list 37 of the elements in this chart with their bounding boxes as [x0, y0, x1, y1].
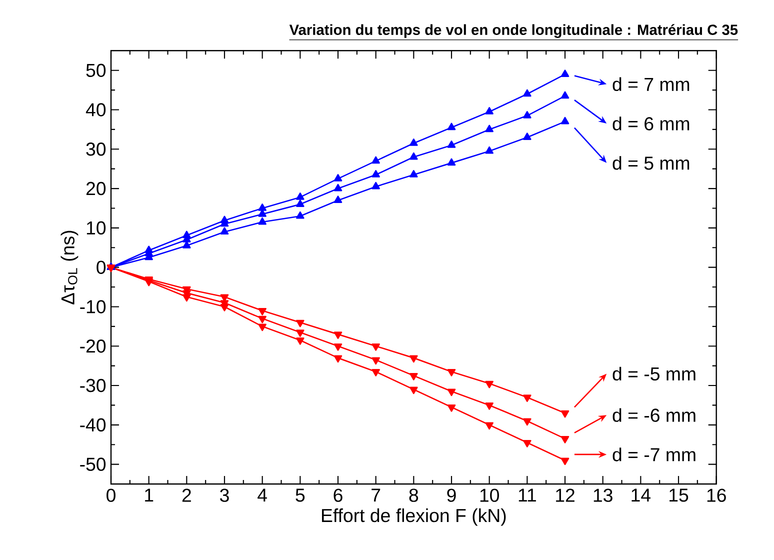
x-tick-label: 10	[480, 488, 499, 502]
x-tick-label: 3	[220, 488, 229, 502]
x-tick-label: 7	[372, 488, 380, 502]
x-tick-label: 5	[296, 488, 305, 502]
y-tick-label: 30	[86, 142, 106, 156]
y-tick-label: -40	[80, 418, 106, 432]
x-axis-title: Effort de flexion F (kN)	[322, 508, 506, 526]
annotation: d = 5 mm	[612, 156, 690, 170]
annotation: d = -5 mm	[612, 366, 696, 381]
x-tick-label: 8	[409, 488, 418, 502]
y-tick-label: 0	[96, 260, 106, 274]
x-tick-label: 15	[670, 488, 688, 502]
x-tick-label: 4	[258, 488, 267, 502]
x-tick-label: 6	[334, 488, 342, 502]
y-tick-label: -30	[80, 378, 106, 392]
x-tick-label: 2	[182, 488, 191, 502]
annotation: d = 6 mm	[612, 116, 690, 130]
y-tick-label: -20	[80, 339, 106, 353]
x-tick-label: 12	[556, 488, 574, 502]
y-tick-label: 50	[86, 64, 106, 77]
y-axis-title: Δτ$_{OL}$ (ns)	[60, 230, 78, 304]
y-tick-label: -50	[80, 458, 106, 471]
x-tick-label: 1	[145, 488, 154, 502]
x-tick-label: 9	[447, 488, 456, 502]
x-tick-label: 11	[518, 488, 536, 502]
annotation: d = -7 mm	[612, 448, 696, 462]
y-tick-label: 40	[86, 103, 106, 116]
x-tick-label: 14	[632, 488, 650, 502]
chart-title: Variation du temps de vol en onde longitudinale : Matrériau C 35	[289, 24, 738, 38]
x-tick-label: 0	[106, 488, 116, 502]
annotation: d = -6 mm	[612, 408, 696, 422]
y-tick-label: -10	[80, 300, 106, 314]
x-tick-label: 16	[707, 488, 726, 502]
y-tick-label: 10	[86, 221, 106, 235]
x-tick-label: 13	[594, 488, 612, 502]
y-tick-label: 20	[86, 182, 106, 196]
annotation: d = 7 mm	[612, 77, 690, 92]
